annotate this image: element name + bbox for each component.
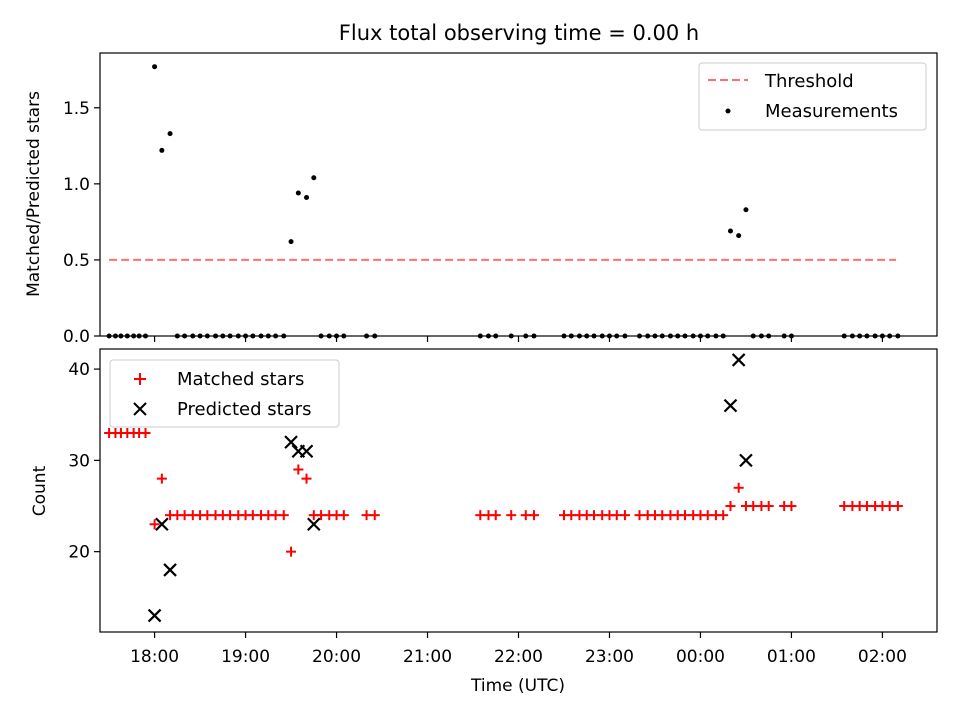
ratio-legend: Threshold Measurements	[698, 62, 927, 131]
predicted-stars-point-b	[284, 435, 298, 449]
matched-stars-point	[786, 501, 797, 512]
ratio-ytick-label: 1.0	[63, 175, 90, 195]
predicted-stars-point	[155, 517, 169, 532]
ratio-legend-box	[698, 62, 927, 131]
matched-stars-point	[156, 473, 167, 484]
measurements-legend-label: Measurements	[765, 101, 898, 122]
measurements-legend-swatch	[725, 108, 731, 114]
measurements-point	[295, 190, 301, 196]
count-ytick-label: 20	[68, 543, 90, 563]
predicted-stars-point	[147, 608, 162, 623]
count-legend: Matched stars Predicted stars	[109, 359, 340, 428]
matched-stars-point	[490, 510, 501, 521]
ratio-ytick-label: 0.0	[63, 327, 90, 347]
predicted-stars-point-b	[307, 517, 321, 532]
predicted-stars-point	[731, 353, 746, 367]
matched-stars-point	[892, 501, 903, 512]
count-xtick-label: 21:00	[403, 647, 452, 667]
matched-stars-point	[301, 473, 312, 484]
matched-stars-point	[278, 510, 289, 521]
matched-stars-point	[338, 510, 349, 521]
count-xtick-label: 23:00	[585, 647, 634, 667]
measurements-point	[304, 195, 310, 201]
count-ylabel: Count	[30, 465, 50, 516]
count-xlabel: Time (UTC)	[470, 676, 565, 696]
ratio-ytick-label: 1.5	[63, 99, 90, 119]
chart-title: Flux total observing time = 0.00 h	[339, 21, 699, 45]
predicted-stars-point	[723, 398, 738, 413]
measurements-point	[152, 64, 158, 70]
measurements-point	[167, 131, 173, 137]
matched-stars-point	[140, 427, 151, 438]
predicted-stars-point	[307, 517, 321, 532]
predicted-stars-point-b	[731, 353, 746, 367]
count-xtick-label: 20:00	[312, 647, 361, 667]
count-ytick-label: 30	[68, 451, 90, 471]
predicted-stars-point	[299, 444, 314, 459]
matched-legend-swatch	[134, 373, 146, 385]
predicted-stars-point-b	[739, 453, 753, 468]
matched-stars-point	[528, 510, 539, 521]
matched-stars-point	[506, 510, 517, 521]
measurements-point	[727, 228, 733, 234]
matched-stars-point	[293, 464, 304, 475]
count-plot-area: 20 30 40 18:00 19:00 20:00 21:00 22:00 23:00 00:0…	[68, 353, 907, 667]
ratio-axes-frame	[99, 52, 938, 337]
measurements-point	[311, 175, 317, 181]
ratio-panel: Flux total observing time = 0.00 h Match…	[24, 21, 938, 347]
matched-stars-point	[733, 482, 744, 493]
predicted-legend-label: Predicted stars	[177, 399, 311, 420]
ratio-ylabel: Matched/Predicted stars	[24, 91, 44, 297]
predicted-stars-point-b	[299, 444, 314, 459]
ratio-ytick-label: 0.5	[63, 251, 90, 271]
measurements-point	[736, 233, 742, 239]
matched-stars-point	[149, 519, 160, 530]
count-legend-box	[109, 359, 340, 428]
matched-stars-point	[286, 546, 297, 557]
predicted-stars-point-b	[147, 608, 162, 623]
count-xtick-label: 18:00	[130, 647, 179, 667]
predicted-stars-point	[739, 453, 753, 468]
measurements-point	[159, 147, 165, 153]
count-panel: Count Time (UTC) 20 30 40 18:00 19:00 20:00 21…	[30, 348, 938, 696]
predicted-stars-point-b	[155, 517, 169, 532]
matched-stars-point	[619, 510, 630, 521]
matched-legend-label: Matched stars	[177, 369, 304, 390]
predicted-stars-point-b	[723, 398, 738, 413]
predicted-stars-point	[284, 435, 298, 449]
measurements-point	[743, 207, 749, 213]
predicted-stars-point	[163, 563, 177, 577]
threshold-legend-label: Threshold	[764, 71, 854, 92]
count-xtick-label: 00:00	[676, 647, 725, 667]
predicted-legend-swatch	[133, 402, 147, 416]
count-xtick-label: 19:00	[221, 647, 270, 667]
matched-stars-point	[369, 510, 380, 521]
count-xtick-label: 01:00	[767, 647, 816, 667]
predicted-stars-point-b	[163, 563, 177, 577]
count-xtick-label: 22:00	[494, 647, 543, 667]
count-ytick-label: 40	[68, 360, 90, 380]
matched-stars-point	[763, 501, 774, 512]
matched-stars-point	[718, 510, 729, 521]
measurements-point	[288, 239, 294, 245]
count-axes-frame	[99, 348, 938, 633]
matched-stars-point	[725, 501, 736, 512]
count-xtick-label: 02:00	[858, 647, 907, 667]
